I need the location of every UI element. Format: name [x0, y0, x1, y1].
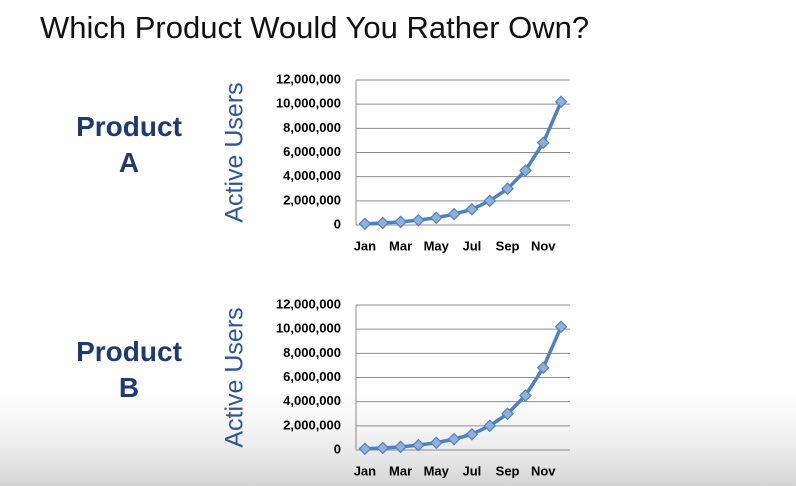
product-label: Product [76, 336, 182, 367]
data-point [376, 216, 390, 230]
data-point [519, 389, 532, 402]
slide-title: Which Product Would You Rather Own? [40, 10, 589, 45]
product-label: A [119, 147, 139, 178]
data-point [394, 215, 407, 229]
data-point [483, 194, 497, 208]
x-tick-label: Jul [463, 238, 482, 253]
y-tick-label: 4,000,000 [283, 168, 341, 183]
y-tick-label: 2,000,000 [283, 192, 341, 207]
data-point [501, 182, 514, 196]
x-tick-label: Sep [496, 463, 520, 478]
x-tick-label: Jan [354, 463, 376, 478]
x-tick-label: Jul [463, 463, 482, 478]
data-point [465, 202, 479, 216]
x-tick-label: Jan [354, 238, 376, 253]
data-point [412, 438, 425, 452]
data-point [519, 164, 532, 177]
x-tick-label: Mar [389, 463, 412, 478]
y-tick-label: 8,000,000 [283, 345, 341, 360]
y-axis-title: Active Users [221, 82, 249, 222]
data-point [429, 436, 443, 450]
y-tick-label: 12,000,000 [276, 71, 341, 86]
product-label: Product [76, 111, 182, 142]
y-axis-title: Active Users [221, 307, 249, 447]
x-tick-label: May [424, 238, 450, 253]
y-tick-label: 10,000,000 [276, 321, 341, 336]
data-point [394, 440, 407, 454]
y-tick-label: 4,000,000 [283, 393, 341, 408]
y-tick-label: 8,000,000 [283, 120, 341, 135]
y-tick-label: 6,000,000 [283, 144, 341, 159]
data-point [429, 211, 443, 225]
data-point [554, 320, 568, 334]
data-point [447, 207, 461, 221]
data-point [501, 407, 514, 421]
product-label: B [119, 372, 139, 403]
data-point [483, 419, 497, 433]
x-tick-label: Mar [389, 238, 412, 253]
data-point [376, 441, 390, 455]
x-tick-label: Nov [531, 463, 556, 478]
y-tick-label: 12,000,000 [276, 296, 341, 311]
data-point [412, 213, 425, 227]
data-point [358, 217, 372, 231]
data-point [465, 427, 479, 441]
bottom-shade [0, 370, 796, 486]
y-tick-label: 2,000,000 [283, 417, 341, 432]
data-point [536, 136, 550, 150]
data-point [536, 361, 550, 375]
data-point [554, 95, 568, 109]
x-tick-label: May [424, 463, 450, 478]
data-point [447, 432, 461, 446]
data-point [358, 442, 372, 456]
x-tick-label: Nov [531, 238, 556, 253]
y-tick-label: 10,000,000 [276, 96, 341, 111]
y-tick-label: 0 [334, 441, 341, 456]
y-tick-label: 6,000,000 [283, 369, 341, 384]
x-tick-label: Sep [496, 238, 520, 253]
y-tick-label: 0 [334, 216, 341, 231]
